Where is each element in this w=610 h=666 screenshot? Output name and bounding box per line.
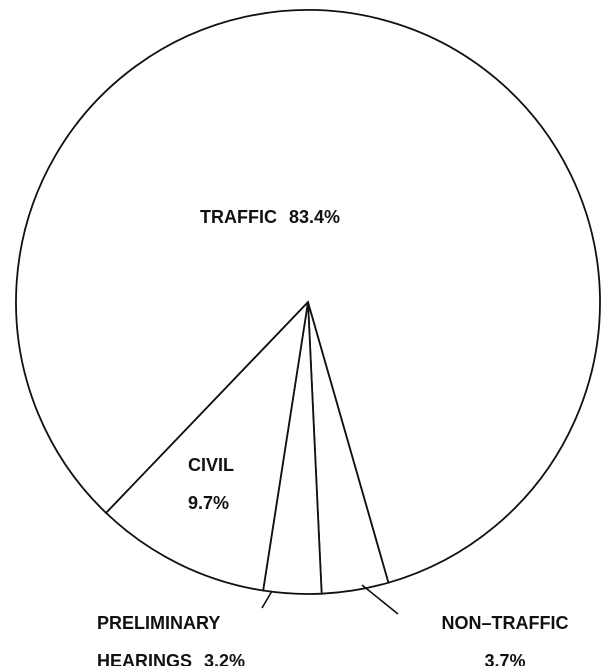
slice-label: NON–TRAFFIC 3.7% xyxy=(400,604,610,666)
value-label: 83.4% xyxy=(288,207,341,227)
leader-line xyxy=(261,590,273,609)
category-label: CIVIL xyxy=(188,455,235,475)
pie-slice xyxy=(15,9,601,584)
slice-label: PRELIMINARY HEARINGS 3.2% xyxy=(97,604,307,666)
slice-label: TRAFFIC 83.4% xyxy=(200,198,440,236)
value-label: 9.7% xyxy=(188,493,230,513)
category-label: TRAFFIC xyxy=(200,207,277,227)
slices xyxy=(15,9,601,595)
category-label: PRELIMINARY HEARINGS xyxy=(97,613,221,666)
pie-slice xyxy=(104,299,310,592)
leader-line xyxy=(361,584,399,615)
value-label: 3.7% xyxy=(484,651,526,666)
category-label: NON–TRAFFIC xyxy=(441,613,569,633)
slice-label: CIVIL 9.7% xyxy=(188,446,278,522)
value-label: 3.2% xyxy=(204,651,246,666)
